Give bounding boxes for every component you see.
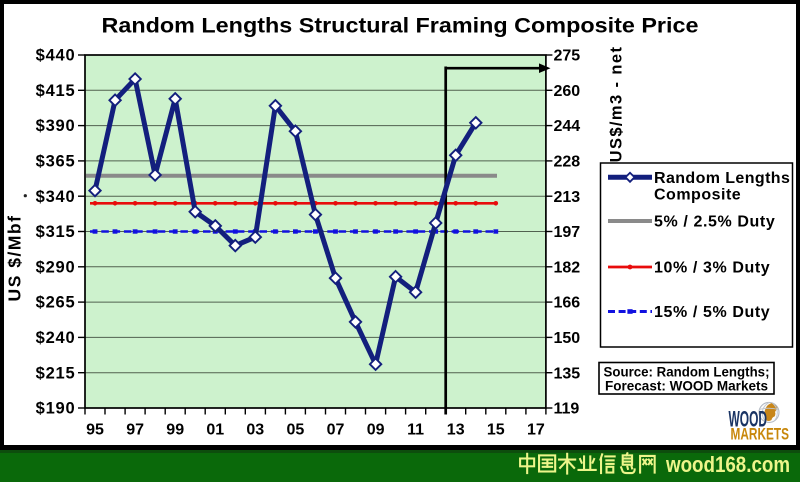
svg-text:$415: $415 — [36, 82, 76, 100]
svg-text:09: 09 — [367, 422, 385, 439]
svg-text:Random Lengths: Random Lengths — [654, 170, 790, 187]
svg-text:Source: Random Lengths;: Source: Random Lengths; — [604, 364, 770, 379]
svg-text:244: 244 — [554, 118, 581, 135]
svg-text:135: 135 — [554, 365, 581, 382]
svg-text:Random Lengths Structural Fram: Random Lengths Structural Framing Compos… — [102, 14, 699, 38]
svg-text:15% / 5% Duty: 15% / 5% Duty — [654, 304, 770, 321]
svg-text:$190: $190 — [36, 400, 76, 418]
svg-text:01: 01 — [206, 422, 224, 439]
svg-text:$340: $340 — [36, 188, 76, 206]
svg-text:182: 182 — [554, 259, 581, 276]
svg-text:US $/Mbf: US $/Mbf — [5, 215, 25, 302]
svg-text:MARKETS: MARKETS — [731, 426, 790, 444]
svg-text:166: 166 — [554, 295, 581, 312]
svg-text:$390: $390 — [36, 117, 76, 135]
svg-text:228: 228 — [554, 154, 581, 171]
svg-text:95: 95 — [86, 422, 104, 439]
svg-text:260: 260 — [554, 83, 581, 100]
svg-text:119: 119 — [554, 401, 580, 418]
svg-text:5% / 2.5% Duty: 5% / 2.5% Duty — [654, 214, 775, 231]
svg-text:Forecast: WOOD Markets: Forecast: WOOD Markets — [605, 379, 768, 394]
svg-text:$365: $365 — [36, 153, 76, 171]
svg-text:10% / 3% Duty: 10% / 3% Duty — [654, 260, 770, 277]
svg-text:17: 17 — [527, 422, 545, 439]
svg-text:15: 15 — [487, 422, 505, 439]
svg-text:05: 05 — [287, 422, 305, 439]
svg-text:$440: $440 — [36, 47, 76, 65]
svg-text:$265: $265 — [36, 294, 76, 312]
svg-text:Composite: Composite — [654, 186, 741, 203]
svg-text:$315: $315 — [36, 223, 76, 241]
svg-text:197: 197 — [554, 224, 581, 241]
svg-text:WOOD: WOOD — [729, 407, 768, 432]
svg-text:03: 03 — [246, 422, 264, 439]
svg-text:$215: $215 — [36, 364, 76, 382]
svg-text:wood168.com: wood168.com — [665, 452, 790, 477]
svg-text:11: 11 — [407, 422, 424, 439]
svg-text:13: 13 — [447, 422, 465, 439]
svg-text:150: 150 — [554, 330, 581, 347]
svg-text:US$/m3 - net: US$/m3 - net — [608, 46, 626, 163]
svg-text:213: 213 — [554, 189, 581, 206]
svg-text:99: 99 — [166, 422, 184, 439]
svg-text:97: 97 — [126, 422, 144, 439]
svg-text:07: 07 — [327, 422, 345, 439]
svg-text:275: 275 — [554, 48, 581, 65]
svg-text:$290: $290 — [36, 258, 76, 276]
svg-text:$240: $240 — [36, 329, 76, 347]
